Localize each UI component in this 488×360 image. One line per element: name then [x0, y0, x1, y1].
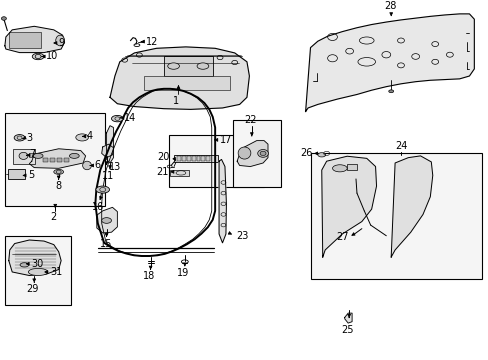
Bar: [43, 158, 48, 162]
Text: 31: 31: [50, 267, 62, 277]
Text: 18: 18: [142, 271, 155, 281]
Polygon shape: [305, 14, 473, 112]
Text: 10: 10: [46, 51, 58, 62]
Bar: [8, 169, 25, 179]
Bar: [57, 158, 62, 162]
Ellipse shape: [19, 152, 28, 159]
Bar: [29, 153, 35, 157]
Text: 2: 2: [51, 212, 57, 222]
Ellipse shape: [69, 153, 79, 158]
Text: 17: 17: [219, 135, 231, 145]
Text: 27: 27: [336, 232, 348, 242]
Bar: [168, 135, 264, 187]
Polygon shape: [97, 207, 117, 233]
Bar: [177, 156, 181, 161]
Text: 9: 9: [59, 38, 65, 48]
Ellipse shape: [76, 134, 88, 141]
Ellipse shape: [317, 153, 325, 157]
Ellipse shape: [56, 35, 64, 46]
Bar: [78, 135, 83, 139]
Text: 22: 22: [244, 114, 256, 125]
Ellipse shape: [332, 165, 346, 172]
Text: 24: 24: [394, 141, 407, 151]
Text: 30: 30: [31, 259, 43, 269]
Text: 28: 28: [383, 1, 396, 12]
Polygon shape: [9, 240, 61, 275]
Bar: [13, 149, 35, 164]
Polygon shape: [5, 26, 64, 53]
Text: 20: 20: [157, 152, 169, 162]
Polygon shape: [29, 149, 85, 168]
Polygon shape: [344, 313, 351, 323]
Bar: [5, 236, 71, 305]
Bar: [182, 156, 185, 161]
Ellipse shape: [20, 263, 29, 267]
Circle shape: [260, 151, 265, 156]
Text: 13: 13: [108, 162, 121, 171]
Text: 3: 3: [26, 133, 33, 143]
Polygon shape: [321, 156, 376, 257]
Bar: [196, 156, 200, 161]
Text: 26: 26: [300, 148, 312, 158]
Bar: [310, 153, 481, 279]
Bar: [9, 32, 41, 48]
Polygon shape: [106, 126, 113, 163]
Circle shape: [1, 17, 6, 20]
Polygon shape: [102, 144, 113, 158]
Bar: [186, 156, 190, 161]
Text: 29: 29: [26, 284, 39, 294]
Text: 5: 5: [28, 170, 34, 180]
Bar: [163, 57, 212, 76]
Circle shape: [257, 149, 268, 157]
Bar: [5, 113, 105, 206]
Ellipse shape: [197, 63, 208, 69]
Bar: [144, 76, 229, 90]
Text: 15: 15: [100, 239, 113, 249]
Polygon shape: [237, 141, 267, 167]
Ellipse shape: [28, 269, 48, 275]
Ellipse shape: [54, 169, 63, 174]
Text: 21: 21: [156, 167, 168, 177]
Ellipse shape: [111, 116, 123, 122]
Bar: [206, 156, 210, 161]
Bar: [346, 164, 356, 170]
Ellipse shape: [82, 161, 91, 170]
Text: 7: 7: [29, 149, 36, 159]
Ellipse shape: [388, 90, 393, 93]
Polygon shape: [219, 159, 226, 243]
Text: 8: 8: [56, 181, 61, 191]
Bar: [201, 156, 205, 161]
Text: 25: 25: [340, 324, 353, 334]
Bar: [170, 170, 188, 176]
Ellipse shape: [32, 53, 44, 60]
Text: 6: 6: [94, 161, 100, 171]
Bar: [63, 158, 69, 162]
Text: 11: 11: [102, 171, 115, 181]
Polygon shape: [110, 47, 249, 109]
Polygon shape: [390, 156, 432, 257]
Ellipse shape: [238, 147, 250, 159]
Text: 14: 14: [124, 113, 136, 123]
Ellipse shape: [96, 186, 109, 193]
Ellipse shape: [33, 153, 43, 158]
Text: 23: 23: [236, 231, 248, 242]
Ellipse shape: [102, 218, 111, 223]
Ellipse shape: [167, 63, 179, 69]
Bar: [50, 158, 55, 162]
Bar: [174, 155, 218, 162]
Bar: [233, 120, 281, 187]
Text: 4: 4: [87, 131, 93, 141]
Text: 1: 1: [173, 95, 179, 105]
Text: 16: 16: [91, 202, 104, 212]
Ellipse shape: [14, 135, 25, 141]
Text: 12: 12: [145, 37, 158, 46]
Bar: [191, 156, 195, 161]
Text: 19: 19: [177, 268, 189, 278]
